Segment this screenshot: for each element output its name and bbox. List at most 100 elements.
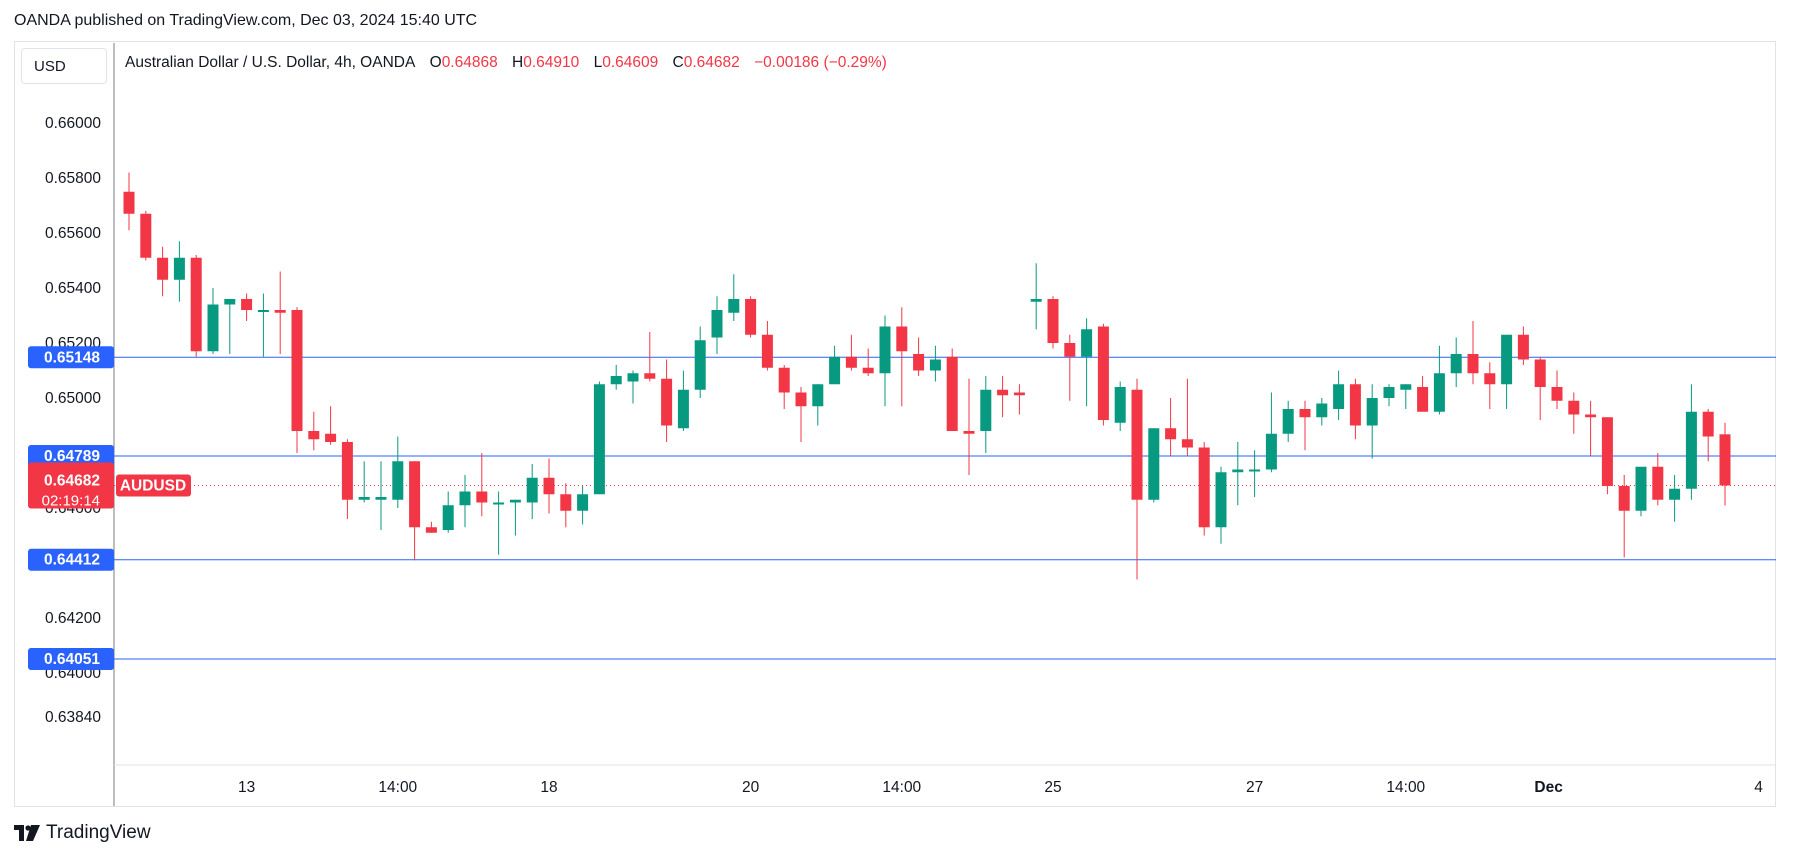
candle-body[interactable] — [1349, 384, 1361, 426]
candle-body[interactable] — [1568, 400, 1580, 415]
candle-body[interactable] — [795, 392, 807, 407]
candle-body[interactable] — [1484, 373, 1496, 385]
candle-body[interactable] — [980, 389, 992, 431]
candle-body[interactable] — [325, 433, 337, 442]
candle-body[interactable] — [929, 359, 941, 371]
candle-body[interactable] — [1081, 329, 1093, 357]
candle-body[interactable] — [812, 384, 824, 407]
candle-body[interactable] — [274, 310, 286, 313]
candle-body[interactable] — [879, 326, 891, 374]
candle-body[interactable] — [476, 491, 488, 503]
candle-body[interactable] — [778, 367, 790, 393]
candle-body[interactable] — [1097, 326, 1109, 421]
candle-body[interactable] — [593, 384, 605, 495]
candle-body[interactable] — [1366, 398, 1378, 426]
currency-button[interactable]: USD — [21, 48, 107, 84]
candle-body[interactable] — [1601, 417, 1613, 486]
candle-body[interactable] — [207, 304, 219, 352]
candle-body[interactable] — [1265, 433, 1277, 470]
candle-body[interactable] — [1433, 373, 1445, 412]
candle-body[interactable] — [1316, 403, 1328, 418]
candle-body[interactable] — [1282, 409, 1294, 434]
candle-body[interactable] — [677, 389, 689, 429]
candle-body[interactable] — [140, 213, 152, 258]
candle-body[interactable] — [1383, 387, 1395, 398]
candle-body[interactable] — [913, 354, 925, 371]
candle-body[interactable] — [1652, 466, 1664, 500]
candle-body[interactable] — [711, 310, 723, 338]
candle-body[interactable] — [1181, 439, 1193, 448]
candle-body[interactable] — [291, 310, 303, 431]
candle-body[interactable] — [1249, 469, 1261, 472]
candle-body[interactable] — [997, 389, 1009, 396]
candle-body[interactable] — [224, 299, 236, 305]
candle-body[interactable] — [577, 494, 589, 511]
candle-body[interactable] — [728, 299, 740, 313]
candle-body[interactable] — [963, 431, 975, 434]
candle-body[interactable] — [173, 257, 185, 280]
candle-body[interactable] — [1198, 447, 1210, 528]
candle-body[interactable] — [392, 461, 404, 500]
candle-body[interactable] — [627, 373, 639, 382]
candle-body[interactable] — [1585, 414, 1597, 418]
candle-body[interactable] — [190, 257, 202, 352]
candle-body[interactable] — [1047, 299, 1059, 343]
candle-body[interactable] — [1013, 392, 1025, 396]
candle-body[interactable] — [1148, 428, 1160, 500]
candle-body[interactable] — [257, 310, 269, 312]
candle-body[interactable] — [1669, 488, 1681, 500]
candle-body[interactable] — [1114, 387, 1126, 423]
candle-body[interactable] — [1534, 359, 1546, 388]
candle-body[interactable] — [1702, 411, 1714, 437]
candle-body[interactable] — [358, 497, 370, 500]
candle-body[interactable] — [644, 373, 656, 379]
candle-body[interactable] — [946, 356, 958, 431]
candle-body[interactable] — [1333, 384, 1345, 409]
legend-close-value: 0.64682 — [683, 54, 740, 71]
candle-body[interactable] — [845, 356, 857, 368]
candle-body[interactable] — [1299, 409, 1311, 418]
candle-body[interactable] — [509, 499, 521, 503]
candle-body[interactable] — [308, 431, 320, 440]
candle-body[interactable] — [1131, 389, 1143, 500]
candle-body[interactable] — [1215, 472, 1227, 528]
candle-body[interactable] — [526, 477, 538, 503]
candle-body[interactable] — [123, 191, 135, 214]
candle-body[interactable] — [1417, 387, 1429, 412]
candle-body[interactable] — [1517, 334, 1529, 360]
candle-body[interactable] — [694, 340, 706, 390]
candle-body[interactable] — [1467, 354, 1479, 374]
candle-body[interactable] — [459, 491, 471, 506]
candle-body[interactable] — [1232, 469, 1244, 473]
candle-body[interactable] — [896, 326, 908, 352]
candle-body[interactable] — [341, 442, 353, 500]
candle-body[interactable] — [829, 356, 841, 385]
candle-body[interactable] — [862, 367, 874, 374]
candle-body[interactable] — [1501, 334, 1513, 385]
candle-body[interactable] — [157, 257, 169, 280]
candle-body[interactable] — [1635, 466, 1647, 511]
candle-body[interactable] — [493, 502, 505, 505]
candle-body[interactable] — [1618, 486, 1630, 511]
candle-body[interactable] — [1030, 299, 1042, 302]
candle-body[interactable] — [560, 494, 572, 511]
candle-body[interactable] — [1450, 354, 1462, 374]
candle-body[interactable] — [425, 527, 437, 533]
candle-body[interactable] — [1400, 384, 1412, 390]
candle-body[interactable] — [1551, 387, 1563, 401]
candle-body[interactable] — [375, 497, 387, 500]
candle-body[interactable] — [241, 299, 253, 310]
candle-body[interactable] — [1719, 434, 1731, 486]
candle-body[interactable] — [745, 299, 757, 335]
candle-body[interactable] — [1165, 428, 1177, 440]
candle-body[interactable] — [442, 505, 454, 530]
candle-body[interactable] — [409, 461, 421, 528]
tradingview-logo[interactable]: TradingView — [14, 822, 151, 844]
candle-body[interactable] — [543, 477, 555, 495]
candle-body[interactable] — [1064, 343, 1076, 357]
candle-body[interactable] — [610, 376, 622, 385]
candle-body[interactable] — [1685, 411, 1697, 489]
candle-body[interactable] — [661, 378, 673, 426]
candle-body[interactable] — [761, 334, 773, 368]
